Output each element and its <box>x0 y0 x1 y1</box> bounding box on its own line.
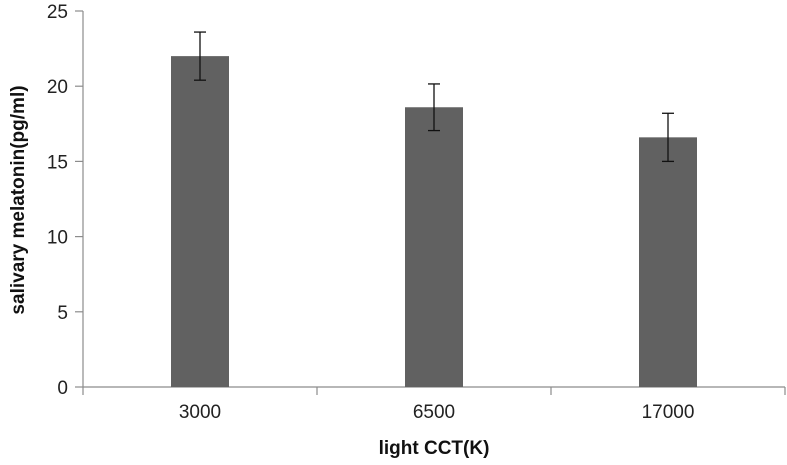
x-tick-label: 3000 <box>179 402 221 423</box>
bar-17000 <box>639 137 697 387</box>
y-tick-label: 25 <box>47 2 68 23</box>
x-tick-label: 6500 <box>413 402 455 423</box>
y-tick-label: 15 <box>47 152 68 173</box>
x-axis: 3000 6500 17000 <box>82 386 786 423</box>
y-axis: 0 5 10 15 20 25 <box>47 2 84 399</box>
error-bar-17000 <box>662 112 674 163</box>
x-axis-title: light CCT(K) <box>379 438 490 459</box>
y-tick-label: 10 <box>47 228 68 249</box>
bar-6500 <box>405 107 463 388</box>
x-tick-label: 17000 <box>642 402 695 423</box>
y-tick-label: 5 <box>57 303 68 324</box>
error-bars <box>194 31 674 163</box>
error-bar-6500 <box>428 83 440 132</box>
y-tick-label: 20 <box>47 77 68 98</box>
bars <box>171 56 697 388</box>
bar-3000 <box>171 56 229 388</box>
y-axis-title: salivary melatonin(pg/ml) <box>8 85 29 314</box>
y-tick-label: 0 <box>57 378 68 399</box>
error-bar-3000 <box>194 31 206 81</box>
